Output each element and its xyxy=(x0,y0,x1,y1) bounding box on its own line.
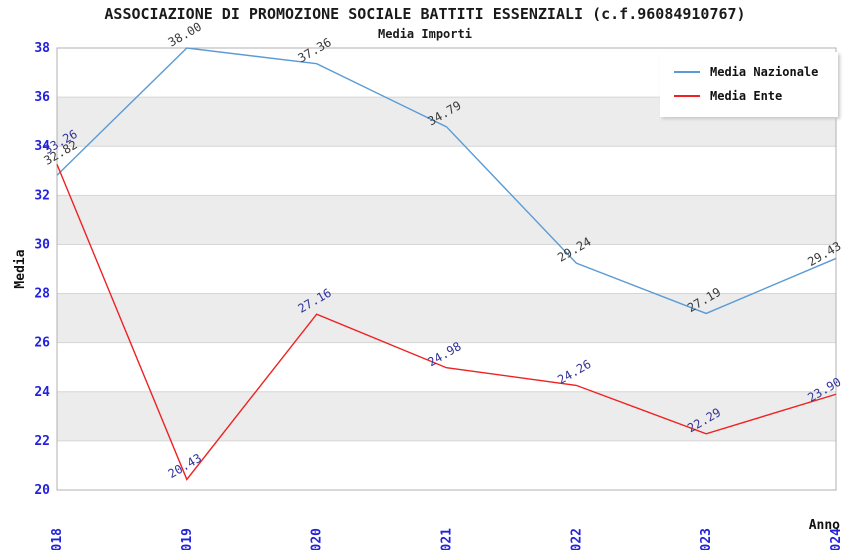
y-tick-label: 20 xyxy=(34,483,50,498)
y-axis-title: Media xyxy=(13,249,28,288)
legend-label-ente: Media Ente xyxy=(710,89,783,103)
x-axis-title: Anno xyxy=(809,518,840,533)
legend: Media Nazionale Media Ente xyxy=(660,52,838,117)
plot-band xyxy=(57,195,836,245)
y-tick-label: 38 xyxy=(34,41,50,56)
x-tick-label: 2018 xyxy=(50,528,65,550)
legend-line-sample-ente xyxy=(674,95,700,97)
x-tick-label: 2024 xyxy=(829,528,844,550)
y-tick-label: 34 xyxy=(34,139,50,154)
data-label: 37.36 xyxy=(296,35,334,65)
series-line-1 xyxy=(56,164,837,481)
y-tick-label: 30 xyxy=(34,237,50,252)
chart-title: ASSOCIAZIONE DI PROMOZIONE SOCIALE BATTI… xyxy=(104,5,746,23)
y-tick-label: 32 xyxy=(34,188,50,203)
plot-band xyxy=(57,293,836,343)
data-label: 38.00 xyxy=(166,19,204,49)
legend-item-media-nazionale: Media Nazionale xyxy=(674,60,838,84)
y-tick-label: 28 xyxy=(34,287,50,302)
y-tick-label: 22 xyxy=(34,434,50,449)
y-tick-label: 36 xyxy=(34,90,50,105)
legend-label-nazionale: Media Nazionale xyxy=(710,65,819,79)
y-tick-label: 24 xyxy=(34,385,50,400)
y-tick-label: 26 xyxy=(34,336,50,351)
x-tick-label: 2021 xyxy=(440,528,455,550)
data-label: 20.43 xyxy=(166,451,204,481)
x-tick-label: 2022 xyxy=(569,528,584,550)
data-label: 24.26 xyxy=(555,357,593,387)
series-line-0 xyxy=(56,47,837,315)
plot-band xyxy=(57,391,836,441)
data-label: 24.98 xyxy=(425,339,463,369)
x-tick-label: 2020 xyxy=(310,528,325,550)
x-tick-label: 2023 xyxy=(699,528,714,550)
plot-border xyxy=(56,47,837,491)
x-tick-label: 2019 xyxy=(180,528,195,550)
legend-line-sample-nazionale xyxy=(674,71,700,73)
legend-item-media-ente: Media Ente xyxy=(674,84,838,108)
chart-subtitle: Media Importi xyxy=(378,27,472,41)
